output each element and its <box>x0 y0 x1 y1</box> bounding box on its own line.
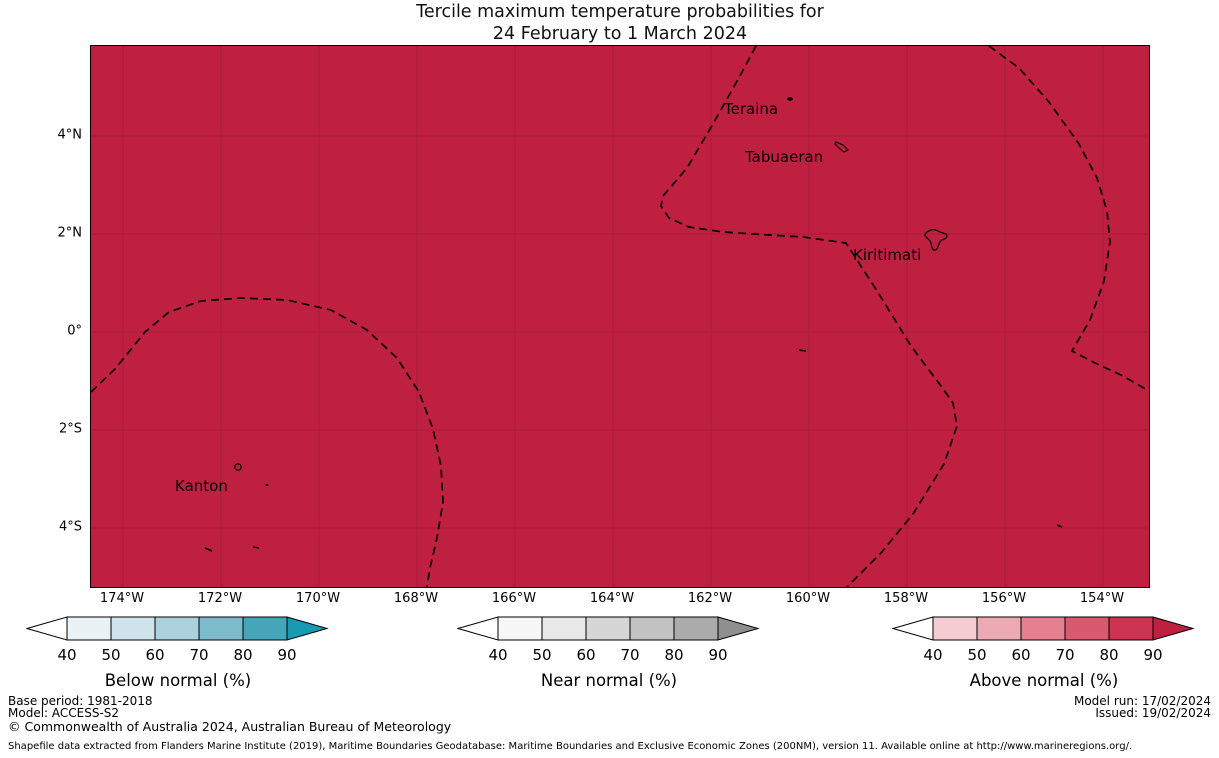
map-gridlines <box>91 46 1149 587</box>
title-line1: Tercile maximum temperature probabilitie… <box>416 2 824 22</box>
x-tick-label: 158°W <box>883 591 929 606</box>
colorbar-segment <box>1020 616 1066 641</box>
place-label-kiritimati: Kiritimati <box>853 246 921 264</box>
y-tick-label: 4°S <box>58 519 82 535</box>
colorbar-left-arrow <box>891 616 934 641</box>
x-tick-label: 174°W <box>99 591 145 606</box>
x-tick-label: 170°W <box>295 591 341 606</box>
issued-text: Issued: 19/02/2024 <box>1095 706 1211 720</box>
colorbar-above-normal: 40 50 60 70 80 90 <box>891 616 1195 664</box>
figure-title: Tercile maximum temperature probabilitie… <box>90 1 1150 45</box>
islet-dot <box>265 484 269 486</box>
y-tick-label: 2°S <box>58 421 82 437</box>
legend-near-normal: 40 50 60 70 80 90 Near normal (%) <box>456 616 761 690</box>
islands <box>204 97 1063 552</box>
islet-dash-1 <box>204 547 213 552</box>
legend-caption: Near normal (%) <box>540 671 678 690</box>
island-kanton <box>234 463 242 471</box>
colorbar-segment <box>673 616 719 641</box>
colorbar-segment <box>629 616 675 641</box>
x-tick-label: 166°W <box>491 591 537 606</box>
island-tabuaeran <box>834 141 849 153</box>
y-tick-label: 4°N <box>57 127 83 143</box>
colorbar-tick-label: 90 <box>708 646 727 664</box>
x-tick-label: 154°W <box>1079 591 1125 606</box>
eez-boundary-east <box>988 46 1149 392</box>
place-label-kanton: Kanton <box>175 477 228 495</box>
eez-boundary-west <box>91 297 444 587</box>
colorbar-tick-label: 80 <box>1099 646 1118 664</box>
y-tick-label: 0° <box>67 323 82 339</box>
place-label-tabuaeran: Tabuaeran <box>744 148 823 166</box>
colorbar-right-arrow <box>1152 616 1195 641</box>
shapefile-note: Shapefile data extracted from Flanders M… <box>8 741 1133 752</box>
colorbar-tick-label: 40 <box>488 646 507 664</box>
copyright-text: © Commonwealth of Australia 2024, Austra… <box>8 719 452 734</box>
colorbar-right-arrow <box>717 616 760 641</box>
island-kiritimati <box>924 229 948 251</box>
colorbar-tick-label: 90 <box>1143 646 1162 664</box>
colorbar-segment <box>66 616 112 641</box>
colorbar-tick-label: 60 <box>145 646 164 664</box>
x-tick-label: 172°W <box>197 591 243 606</box>
colorbar-segment <box>976 616 1022 641</box>
x-tick-label: 168°W <box>393 591 439 606</box>
legend-caption: Above normal (%) <box>969 671 1119 690</box>
map-place-labels: Teraina Tabuaeran Kiritimati Kanton <box>175 100 921 495</box>
colorbar-segment <box>932 616 978 641</box>
colorbar-segment <box>541 616 587 641</box>
map-area: Teraina Tabuaeran Kiritimati Kanton <box>90 45 1150 588</box>
colorbar-tick-label: 50 <box>101 646 120 664</box>
eez-boundary-central <box>660 46 958 587</box>
islet-dash-2 <box>252 546 260 549</box>
x-tick-label: 164°W <box>589 591 635 606</box>
colorbar-tick-label: 50 <box>532 646 551 664</box>
colorbar-tick-label: 40 <box>923 646 942 664</box>
x-tick-label: 160°W <box>785 591 831 606</box>
eez-boundaries <box>91 46 1149 587</box>
islet-dash-4 <box>798 349 807 352</box>
colorbar-tick-label: 90 <box>277 646 296 664</box>
map-sea-fill <box>91 46 1149 587</box>
title-line2: 24 February to 1 March 2024 <box>492 24 748 44</box>
y-tick-label: 2°N <box>57 225 83 241</box>
colorbar-tick-label: 70 <box>1055 646 1074 664</box>
islet-dash-3 <box>1056 524 1063 528</box>
colorbar-tick-label: 60 <box>576 646 595 664</box>
colorbar-tick-label: 70 <box>620 646 639 664</box>
colorbar-left-arrow <box>25 616 68 641</box>
colorbar-segment <box>497 616 543 641</box>
model-run-text: Model run: 17/02/2024 <box>1073 694 1211 708</box>
legend-above-normal: 40 50 60 70 80 90 Above normal (%) <box>891 616 1196 690</box>
colorbar-left-arrow <box>456 616 499 641</box>
colorbar-segment <box>154 616 200 641</box>
colorbar-tick-label: 50 <box>967 646 986 664</box>
base-period-text: Base period: 1981-2018 <box>8 694 153 708</box>
colorbar-right-arrow <box>286 616 329 641</box>
x-tick-label: 162°W <box>687 591 733 606</box>
legend-caption: Below normal (%) <box>104 671 252 690</box>
x-tick-label: 156°W <box>981 591 1027 606</box>
model-text: Model: ACCESS-S2 <box>8 706 120 720</box>
colorbar-segment <box>585 616 631 641</box>
colorbar-tick-label: 80 <box>664 646 683 664</box>
colorbar-tick-label: 60 <box>1011 646 1030 664</box>
colorbar-segment <box>198 616 244 641</box>
colorbar-below-normal: 40 50 60 70 80 90 <box>25 616 329 664</box>
place-label-teraina: Teraina <box>723 100 778 118</box>
legend-below-normal: 40 50 60 70 80 90 Below normal (%) <box>25 616 330 690</box>
map-canvas: Teraina Tabuaeran Kiritimati Kanton <box>91 46 1149 587</box>
colorbar-tick-label: 40 <box>57 646 76 664</box>
colorbar-segment <box>1108 616 1154 641</box>
colorbar-segment <box>242 616 288 641</box>
colorbar-segment <box>110 616 156 641</box>
colorbar-tick-label: 70 <box>189 646 208 664</box>
colorbar-tick-label: 80 <box>233 646 252 664</box>
colorbar-near-normal: 40 50 60 70 80 90 <box>456 616 760 664</box>
colorbar-segment <box>1064 616 1110 641</box>
island-teraina <box>787 97 793 101</box>
